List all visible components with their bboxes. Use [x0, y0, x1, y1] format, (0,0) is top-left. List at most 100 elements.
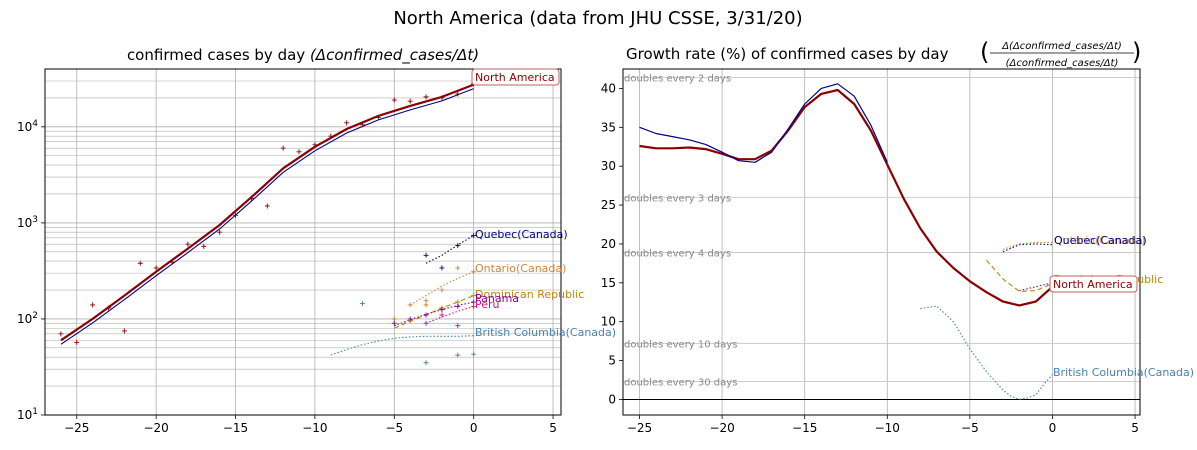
right-y-tick-label: 10: [601, 315, 616, 329]
left-data-point: [407, 302, 413, 308]
right-labels: Ontario(Canada) Quebec(Canada) Dominican…: [1049, 234, 1194, 379]
right-x-tick-label: −20: [709, 421, 734, 435]
left-data-point: [455, 91, 461, 97]
left-data-point: [471, 269, 477, 275]
left-data-point: [455, 299, 461, 305]
left-series-lines: [60, 83, 475, 356]
right-x-tick-label: −10: [875, 421, 900, 435]
right-x-tick-label: 5: [1131, 421, 1139, 435]
left-label-quebec: Quebec(Canada): [475, 228, 568, 241]
left-chart-title: confirmed cases by day (Δconfirmed_cases…: [127, 46, 479, 65]
left-data-point: [264, 203, 270, 209]
left-y-tick-label: 101: [17, 407, 38, 422]
left-data-point: [423, 320, 429, 326]
left-data-point: [344, 120, 350, 126]
left-data-point: [312, 142, 318, 148]
left-series-line: [425, 305, 474, 324]
left-data-point: [423, 312, 429, 318]
right-label-north-america: North America: [1049, 275, 1138, 293]
left-chart: confirmed cases by day (Δconfirmed_cases…: [17, 46, 616, 435]
right-series-line: [1002, 241, 1053, 250]
right-chart-title: Growth rate (%) of confirmed cases by da…: [626, 45, 949, 63]
doubling-line-label: doubles every 30 days: [624, 378, 737, 389]
left-data-point: [360, 300, 366, 306]
left-data-point: [407, 98, 413, 104]
left-data-point: [248, 195, 254, 201]
left-data-point: [471, 303, 477, 309]
left-series-points: [58, 81, 477, 366]
left-label-ontario: Ontario(Canada): [475, 262, 566, 275]
right-axes-frame: [622, 68, 1141, 416]
left-y-ticks: 101 102 103 104: [17, 119, 45, 422]
left-series-line: [60, 83, 475, 342]
left-data-point: [423, 298, 429, 304]
left-y-tick-label: 102: [17, 311, 38, 326]
left-data-point: [423, 360, 429, 366]
right-series-line: [639, 83, 888, 163]
left-label-dominican: Dominican Republic: [475, 288, 584, 301]
right-doubling-lines: doubles every 2 days doubles every 3 days…: [623, 74, 1140, 389]
left-data-point: [455, 265, 461, 271]
doubling-line-label: doubles every 4 days: [624, 248, 731, 259]
left-data-point: [153, 265, 159, 271]
left-x-ticks: −25 −20 −15 −10 −5 0 5: [64, 415, 557, 435]
left-data-point: [74, 339, 80, 345]
left-data-point: [439, 287, 445, 293]
right-series-line: [1002, 243, 1053, 253]
right-title-fraction-denominator: (Δconfirmed_cases/Δt): [1006, 58, 1119, 69]
left-data-point: [455, 243, 461, 249]
left-data-point: [439, 307, 445, 313]
left-data-point: [455, 323, 461, 329]
left-series-line-underlay: [60, 88, 474, 345]
left-data-point: [296, 149, 302, 155]
right-x-tick-label: −15: [792, 421, 817, 435]
left-data-point: [423, 94, 429, 100]
left-series-line: [394, 301, 474, 327]
left-series-line: [425, 234, 474, 264]
right-y-ticks: 0 5 10 15 20 25 30 35 40: [601, 81, 623, 406]
left-data-point: [90, 302, 96, 308]
left-data-point: [375, 115, 381, 121]
left-data-point: [233, 212, 239, 218]
right-title-open-paren: (: [980, 38, 989, 66]
left-data-point: [423, 252, 429, 258]
right-x-tick-label: 0: [1049, 421, 1057, 435]
left-label-panama: Panama: [475, 292, 519, 305]
left-x-tick-label: −25: [64, 421, 89, 435]
right-y-tick-label: 5: [608, 354, 616, 368]
left-data-point: [439, 95, 445, 101]
right-y-tick-label: 40: [601, 81, 616, 95]
right-x-tick-label: −25: [627, 421, 652, 435]
right-y-tick-label: 20: [601, 237, 616, 251]
right-series-line: [920, 305, 1053, 400]
right-y-tick-label: 0: [608, 392, 616, 406]
right-series-lines: [639, 83, 1054, 400]
left-x-tick-label: 5: [549, 421, 557, 435]
left-data-point: [471, 299, 477, 305]
right-series-line: [1019, 282, 1053, 292]
left-y-tick-label: 104: [17, 119, 38, 134]
left-data-point: [169, 259, 175, 265]
right-x-ticks: −25 −20 −15 −10 −5 0 5: [627, 415, 1139, 435]
left-data-point: [137, 260, 143, 266]
left-data-point: [391, 316, 397, 322]
left-series-line: [330, 335, 474, 356]
left-data-point: [455, 303, 461, 309]
right-title-fraction-numerator: Δ(Δconfirmed_cases/Δt): [1001, 41, 1122, 52]
left-data-point: [423, 302, 429, 308]
left-data-point: [471, 232, 477, 238]
doubling-line-label: doubles every 3 days: [624, 193, 731, 204]
right-label-bc: British Columbia(Canada): [1053, 366, 1194, 379]
right-x-tick-label: −5: [961, 421, 979, 435]
right-y-tick-label: 30: [601, 159, 616, 173]
right-label-north-america-box: [1049, 275, 1138, 293]
left-data-point: [185, 241, 191, 247]
right-label-quebec: Quebec(Canada): [1054, 234, 1147, 247]
left-series-line: [409, 271, 474, 306]
left-label-north-america-text: North America: [475, 71, 555, 84]
left-x-tick-label: −20: [143, 421, 168, 435]
left-x-tick-label: −10: [302, 421, 327, 435]
left-data-point: [391, 97, 397, 103]
